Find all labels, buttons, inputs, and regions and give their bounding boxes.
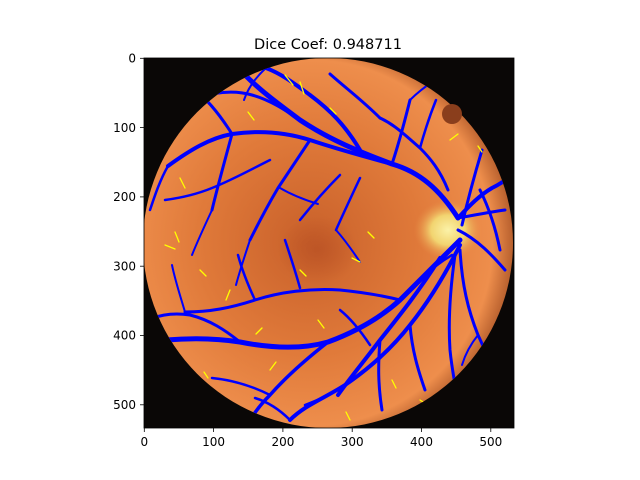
y-tick-label: 500 bbox=[113, 398, 136, 412]
y-tick-label: 100 bbox=[113, 121, 136, 135]
x-tick-label: 0 bbox=[140, 435, 148, 449]
x-tick-label: 300 bbox=[341, 435, 364, 449]
axes-frame bbox=[143, 57, 515, 429]
figure-title: Dice Coef: 0.948711 bbox=[254, 37, 402, 53]
y-tick-label: 400 bbox=[113, 329, 136, 343]
y-tick-label: 200 bbox=[113, 190, 136, 204]
x-tick-label: 500 bbox=[479, 435, 502, 449]
y-tick-labels: 0 100 200 300 400 500 bbox=[113, 52, 136, 413]
macula bbox=[278, 216, 358, 284]
x-tick-label: 100 bbox=[202, 435, 225, 449]
y-tick-label: 0 bbox=[128, 52, 136, 66]
x-tick-label: 400 bbox=[410, 435, 433, 449]
notch bbox=[442, 104, 462, 124]
x-tick-labels: 0 100 200 300 400 500 bbox=[140, 435, 502, 449]
y-ticks bbox=[140, 57, 144, 406]
x-ticks bbox=[143, 428, 492, 432]
fundus-image bbox=[144, 58, 514, 428]
y-tick-label: 300 bbox=[113, 259, 136, 273]
axes: 0 100 200 300 400 500 0 100 200 300 400 … bbox=[113, 52, 515, 449]
x-tick-label: 200 bbox=[271, 435, 294, 449]
